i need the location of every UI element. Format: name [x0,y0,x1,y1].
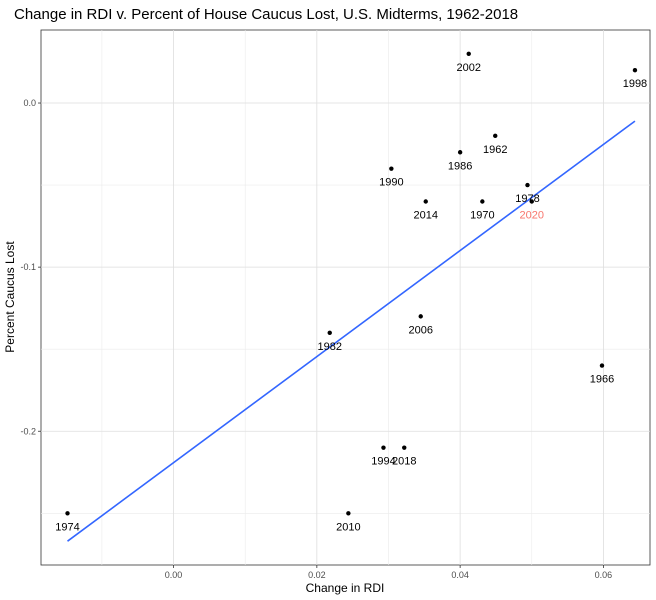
data-point [480,199,485,204]
data-point-label: 1982 [317,341,341,353]
data-point-label: 1974 [55,521,79,533]
data-point-label: 1966 [590,374,614,386]
data-point [423,199,428,204]
data-point-label: 2014 [414,209,438,221]
y-axis-ticks: -0.2 -0.1 0.0 [20,98,41,436]
data-point-label: 1998 [623,78,647,90]
data-point-label: 2002 [456,62,480,74]
data-point [381,445,386,450]
x-tick-label: 0.00 [165,570,183,580]
x-tick-label: 0.06 [595,570,613,580]
data-point-label: 1990 [379,177,403,189]
data-point [632,68,638,73]
data-point [525,182,530,188]
data-point [599,363,605,368]
data-point [346,511,351,516]
y-axis-title: Percent Caucus Lost [3,241,17,353]
data-point-label: 1994 [371,456,395,468]
data-point-label: 1986 [448,160,472,172]
trend-line [67,120,636,542]
data-point [389,166,394,171]
data-point [418,314,423,319]
plot-panel [40,29,651,566]
data-points: 1962 1966 1970 1974 1978 1982 1986 1990 1994 1998… [55,51,647,533]
data-point [402,445,407,450]
data-point-label: 2006 [408,324,432,336]
data-point-label: 2020 [520,209,544,221]
y-tick-label: 0.0 [23,98,36,108]
data-point-label: 2010 [336,521,360,533]
x-tick-label: 0.04 [451,570,469,580]
x-tick-label: 0.02 [308,570,326,580]
data-point [327,330,332,335]
y-tick-label: -0.1 [20,262,36,272]
data-point [457,150,463,155]
data-point [466,51,471,56]
y-tick-label: -0.2 [20,426,36,436]
data-point [493,133,498,139]
grid-lines [41,30,650,565]
data-point [65,511,70,516]
data-point-label: 1978 [515,193,539,205]
x-axis-title: Change in RDI [306,581,385,595]
chart-title: Change in RDI v. Percent of House Caucus… [14,6,518,23]
data-point [529,199,534,204]
data-point-label: 1962 [483,144,507,156]
data-point-label: 2018 [392,456,416,468]
data-point-label: 1970 [470,209,494,221]
x-axis-ticks: 0.00 0.02 0.04 0.06 [165,565,612,580]
